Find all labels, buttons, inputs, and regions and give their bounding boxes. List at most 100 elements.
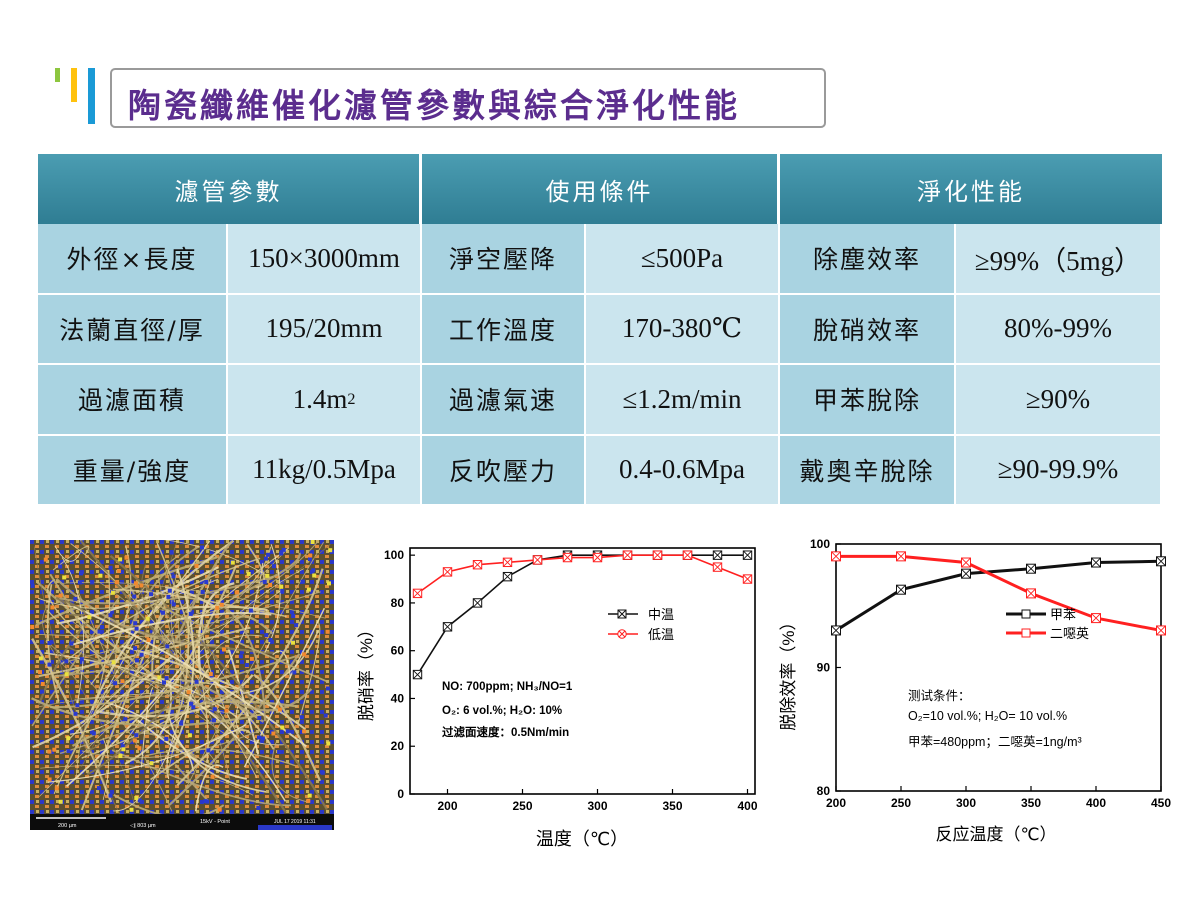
data-point-cross <box>412 588 423 598</box>
element-map-dot <box>129 807 134 812</box>
element-map-dot <box>171 602 176 607</box>
element-map-dot <box>167 588 172 593</box>
element-map-dot <box>30 583 35 588</box>
fiber <box>81 730 260 759</box>
element-map-dot <box>164 736 169 741</box>
data-point-cross <box>831 551 841 562</box>
fiber <box>198 634 263 682</box>
element-map-dot <box>116 569 121 573</box>
element-map-dot <box>257 716 262 720</box>
element-map-dot <box>97 786 101 791</box>
element-map-dot <box>208 672 213 677</box>
condition-label-text: 工作溫度 <box>448 315 557 345</box>
element-map-dot <box>134 796 139 800</box>
element-map-dot <box>279 584 284 589</box>
y-tick-label: 100 <box>810 537 830 551</box>
element-map-dot <box>97 629 102 634</box>
y-tick-label: 40 <box>391 691 405 705</box>
element-map-dot <box>47 641 52 645</box>
element-map-dot <box>249 656 254 661</box>
x-tick-label: 250 <box>512 799 532 813</box>
data-point-cross <box>1091 613 1101 623</box>
condition-label-1: 淨空壓降 <box>422 224 586 295</box>
condition-label-text: 過濾氣速 <box>448 386 557 416</box>
element-map-dot <box>51 728 55 733</box>
performance-value-text: ≥90% <box>1025 383 1091 414</box>
legend-label-1: 中温 <box>648 607 674 622</box>
param-value-text: 195/20mm <box>265 313 383 344</box>
element-map-dot <box>285 729 290 734</box>
element-map-dot <box>139 583 144 588</box>
fiber <box>160 562 264 733</box>
fiber <box>76 646 162 778</box>
plot-frame <box>409 547 756 795</box>
fiber <box>176 568 324 786</box>
table-header-usage-conditions: 使用條件 <box>422 154 780 224</box>
element-map-dot <box>145 616 150 621</box>
element-map-dot <box>58 593 63 598</box>
element-map-dot <box>134 733 139 738</box>
fiber <box>109 554 328 811</box>
performance-label-4: 戴奧辛脫除 <box>780 435 956 506</box>
element-map-dot <box>234 590 239 595</box>
fiber <box>31 637 113 803</box>
series-line-2 <box>836 554 1162 632</box>
data-point-cross <box>1091 557 1101 568</box>
element-map-dot <box>191 705 196 710</box>
fiber <box>61 557 84 704</box>
fiber <box>220 604 267 722</box>
fiber <box>174 540 234 642</box>
element-map-dot <box>137 746 142 751</box>
data-point-cross <box>742 550 753 560</box>
element-map-dot <box>186 690 191 695</box>
element-map-dot <box>260 736 265 741</box>
deco-bar-blue <box>88 68 95 124</box>
data-point-cross <box>592 553 603 563</box>
param-value-3: 1.4m 2 <box>228 365 422 436</box>
data-point-cross <box>502 572 513 582</box>
fiber <box>40 765 254 796</box>
element-map-dot <box>164 676 169 681</box>
fiber <box>86 680 192 776</box>
element-map-dot <box>108 613 113 618</box>
element-map-dot <box>230 560 235 565</box>
element-map-dot <box>306 587 311 592</box>
data-point-cross <box>961 568 971 579</box>
element-map-dot <box>292 670 297 675</box>
element-map-dot <box>280 589 285 593</box>
element-map-dot <box>262 579 267 584</box>
sem-info-kv: 15kV - Point <box>200 819 230 825</box>
deco-bar-yellow <box>71 68 77 102</box>
fiber <box>79 540 287 814</box>
element-map-dot <box>110 590 115 595</box>
fiber <box>95 579 231 780</box>
element-map-dot <box>310 540 315 544</box>
element-map-dot <box>111 660 116 665</box>
param-value-1: 150×3000mm <box>228 224 422 295</box>
fiber <box>106 701 194 772</box>
y-tick-label: 90 <box>817 661 831 675</box>
legend-label-2: 二噁英 <box>1050 626 1089 641</box>
fiber <box>81 542 177 768</box>
fiber <box>185 541 324 789</box>
element-map-dot <box>58 799 63 804</box>
x-tick-label: 300 <box>587 799 607 813</box>
element-map-dot <box>244 663 249 668</box>
element-map-dot <box>158 780 163 785</box>
element-map-dot <box>137 798 142 803</box>
legend-marker-cross <box>617 609 627 619</box>
x-tick-label: 400 <box>737 799 757 813</box>
element-map-dot <box>248 608 253 613</box>
element-map-dot <box>280 725 285 730</box>
param-label-text: 重量/強度 <box>72 456 192 486</box>
condition-value-text: ≤1.2m/min <box>622 383 742 414</box>
plot-frame <box>835 543 1162 792</box>
param-value-2: 195/20mm <box>228 294 422 365</box>
element-map-dot <box>263 556 268 561</box>
fiber <box>55 668 108 677</box>
condition-value-1: ≤500Pa <box>586 224 780 295</box>
element-map-dot <box>124 555 129 560</box>
fiber <box>62 581 326 619</box>
legend-marker-cross <box>618 630 626 638</box>
y-tick-label: 100 <box>384 548 404 562</box>
